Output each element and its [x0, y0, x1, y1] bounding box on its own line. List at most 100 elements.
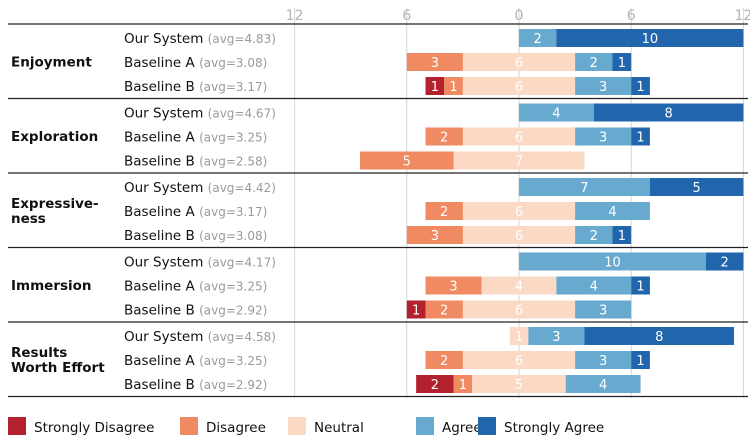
- group-label: Enjoyment: [11, 54, 92, 70]
- bar-segment-n: [472, 375, 566, 393]
- bar-value-label: 1: [636, 80, 644, 95]
- bar-segment-n: [462, 351, 576, 369]
- bar-segment-n: [462, 77, 576, 95]
- bar-segment-n: [462, 53, 576, 71]
- avg-label: (avg=3.17): [199, 80, 267, 94]
- bar-value-label: 2: [590, 56, 598, 71]
- legend-label: Agree: [442, 420, 482, 436]
- avg-label: (avg=3.25): [199, 354, 267, 368]
- row-label: Baseline B (avg=2.58): [124, 154, 267, 170]
- bar-segment-sa: [612, 226, 632, 244]
- bar-value-label: 3: [431, 56, 439, 71]
- row-label: Our System (avg=4.17): [124, 255, 276, 271]
- group-label: Results: [11, 345, 67, 361]
- group-label: Exploration: [11, 129, 98, 145]
- bar-segment-a: [519, 103, 594, 122]
- x-tick-label: 6: [402, 8, 411, 24]
- bar-value-label: 1: [431, 80, 439, 95]
- legend-label: Strongly Agree: [504, 420, 604, 436]
- bar-value-label: 2: [590, 229, 598, 244]
- bar-value-label: 5: [403, 155, 411, 170]
- bar-value-label: 2: [440, 304, 448, 319]
- avg-label: (avg=2.58): [199, 155, 267, 169]
- bar-segment-sa: [706, 252, 744, 271]
- x-tick-label: 6: [627, 8, 636, 24]
- legend-swatch: [180, 417, 198, 435]
- bar-segment-sa: [649, 178, 744, 196]
- legend-label: Disagree: [206, 420, 266, 436]
- bar-segment-sa: [631, 351, 650, 369]
- bar-value-label: 3: [599, 131, 607, 146]
- bar-segment-sa: [631, 127, 650, 146]
- bar-segment-a: [565, 375, 641, 393]
- bar-value-label: 10: [604, 256, 621, 271]
- bar-segment-n: [509, 327, 529, 345]
- bar-segment-sd: [406, 300, 426, 319]
- legend-label: Neutral: [314, 420, 364, 436]
- bar-value-label: 2: [721, 256, 729, 271]
- bar-segment-a: [575, 226, 613, 244]
- row-label: Our System (avg=4.58): [124, 329, 276, 345]
- row-label: Baseline A (avg=3.25): [124, 130, 267, 146]
- row-label: Baseline A (avg=3.08): [124, 55, 267, 71]
- bar-segment-n: [453, 151, 585, 170]
- bar-segment-d: [425, 127, 463, 146]
- bar-value-label: 1: [459, 378, 467, 393]
- bar-value-label: 7: [580, 181, 588, 196]
- x-tick-label: 12: [734, 8, 750, 24]
- bar-segment-sa: [631, 77, 650, 95]
- avg-label: (avg=4.83): [208, 32, 276, 46]
- row-label: Baseline A (avg=3.25): [124, 353, 267, 369]
- bar-value-label: 3: [599, 354, 607, 369]
- bar-value-label: 6: [515, 304, 523, 319]
- bar-value-label: 3: [449, 280, 457, 295]
- avg-label: (avg=4.67): [208, 107, 276, 121]
- bar-segment-d: [453, 375, 473, 393]
- bar-value-label: 1: [618, 56, 626, 71]
- row-label: Our System (avg=4.42): [124, 180, 276, 196]
- avg-label: (avg=3.25): [199, 280, 267, 294]
- bar-segment-a: [519, 252, 706, 271]
- bar-segment-a: [575, 202, 650, 220]
- row-label: Our System (avg=4.83): [124, 31, 276, 47]
- bar-value-label: 6: [515, 131, 523, 146]
- row-label: Baseline B (avg=2.92): [124, 377, 267, 393]
- bar-segment-a: [575, 77, 632, 95]
- bar-segment-n: [481, 276, 557, 295]
- bar-segment-d: [425, 276, 482, 295]
- bar-value-label: 4: [599, 378, 607, 393]
- bar-segment-d: [360, 151, 454, 170]
- bar-value-label: 5: [515, 378, 523, 393]
- avg-label: (avg=2.92): [199, 304, 267, 318]
- bar-value-label: 1: [636, 354, 644, 369]
- group-label: Expressive-: [11, 196, 99, 212]
- bar-value-label: 2: [440, 131, 448, 146]
- avg-label: (avg=3.08): [199, 56, 267, 70]
- bar-value-label: 6: [515, 354, 523, 369]
- avg-label: (avg=2.92): [199, 378, 267, 392]
- bar-segment-d: [425, 300, 463, 319]
- bar-value-label: 4: [552, 107, 560, 122]
- row-label: Our System (avg=4.67): [124, 106, 276, 122]
- bar-value-label: 8: [655, 330, 663, 345]
- bar-segment-sa: [584, 327, 735, 345]
- x-tick-label: 0: [515, 8, 524, 24]
- bar-value-label: 2: [440, 205, 448, 220]
- bar-value-label: 5: [693, 181, 701, 196]
- bar-segment-sa: [612, 53, 632, 71]
- group-label: ness: [11, 211, 46, 227]
- bar-value-label: 4: [590, 280, 598, 295]
- row-label: Baseline A (avg=3.17): [124, 204, 267, 220]
- bar-value-label: 6: [515, 229, 523, 244]
- x-tick-label: 12: [286, 8, 304, 24]
- row-label: Baseline B (avg=3.08): [124, 228, 267, 244]
- bar-value-label: 8: [664, 107, 672, 122]
- bar-value-label: 7: [515, 155, 523, 170]
- bar-segment-a: [556, 276, 632, 295]
- bar-value-label: 6: [515, 80, 523, 95]
- group-label: Immersion: [11, 278, 92, 294]
- avg-label: (avg=4.17): [208, 256, 276, 270]
- legend-swatch: [288, 417, 306, 435]
- bar-segment-n: [462, 226, 576, 244]
